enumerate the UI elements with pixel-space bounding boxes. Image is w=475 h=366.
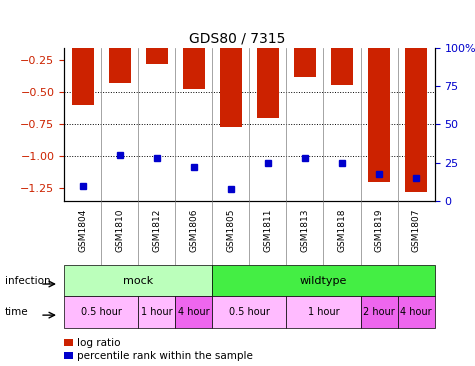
Text: 0.5 hour: 0.5 hour (81, 307, 122, 317)
Text: 1 hour: 1 hour (141, 307, 172, 317)
Text: GSM1806: GSM1806 (190, 209, 198, 253)
Bar (405, 29, 427, 193)
Text: GSM1813: GSM1813 (301, 209, 309, 253)
Text: GSM1804: GSM1804 (78, 209, 87, 253)
Text: infection: infection (5, 276, 50, 286)
Text: 4 hour: 4 hour (400, 307, 432, 317)
Text: GSM1807: GSM1807 (412, 209, 420, 253)
Text: time: time (5, 307, 28, 317)
Text: 2 hour: 2 hour (363, 307, 395, 317)
Text: 4 hour: 4 hour (178, 307, 209, 317)
Bar (331, 29, 353, 85)
Text: GSM1810: GSM1810 (115, 209, 124, 253)
Bar (294, 29, 316, 77)
Bar (146, 29, 168, 64)
Text: GSM1812: GSM1812 (152, 209, 161, 253)
Bar (72, 29, 94, 105)
Text: GSM1818: GSM1818 (338, 209, 346, 253)
Text: 0.5 hour: 0.5 hour (229, 307, 270, 317)
Bar (368, 29, 390, 182)
Bar (220, 29, 242, 127)
Text: percentile rank within the sample: percentile rank within the sample (77, 351, 253, 361)
Bar (109, 29, 131, 83)
Text: GSM1805: GSM1805 (227, 209, 235, 253)
Text: GDS80 / 7315: GDS80 / 7315 (190, 31, 285, 45)
Bar (257, 29, 279, 118)
Bar (183, 29, 205, 89)
Text: log ratio: log ratio (77, 337, 121, 348)
Text: 1 hour: 1 hour (308, 307, 339, 317)
Text: GSM1811: GSM1811 (264, 209, 272, 253)
Text: GSM1819: GSM1819 (375, 209, 383, 253)
Text: mock: mock (123, 276, 153, 286)
Text: wildtype: wildtype (300, 276, 347, 286)
